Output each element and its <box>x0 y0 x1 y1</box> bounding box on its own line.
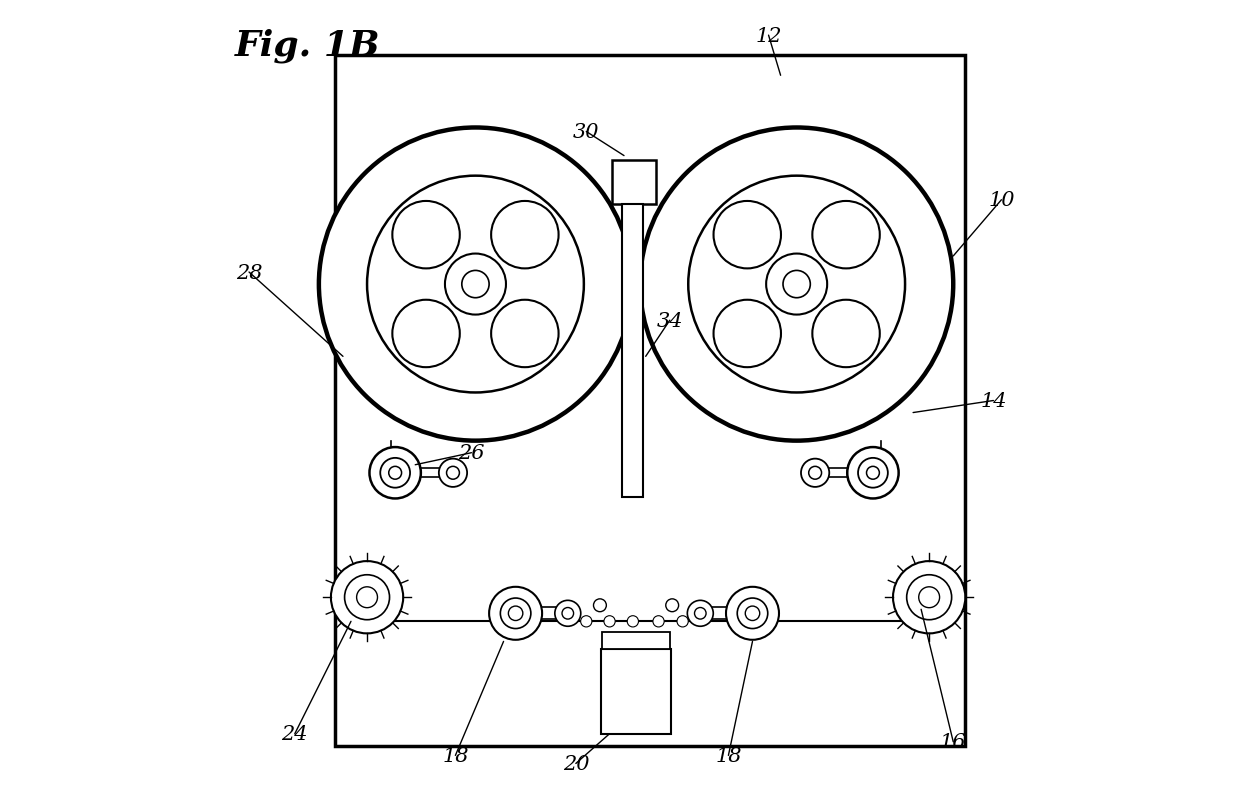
Circle shape <box>812 301 880 368</box>
Circle shape <box>858 458 888 488</box>
Bar <box>516 608 568 619</box>
Circle shape <box>893 561 965 634</box>
Circle shape <box>331 561 403 634</box>
Circle shape <box>640 128 954 441</box>
Circle shape <box>461 271 489 298</box>
Text: 30: 30 <box>573 123 599 142</box>
Circle shape <box>446 467 459 480</box>
Circle shape <box>766 254 827 315</box>
Circle shape <box>392 201 460 269</box>
Circle shape <box>370 448 420 499</box>
Circle shape <box>319 128 632 441</box>
Circle shape <box>847 448 899 499</box>
Circle shape <box>604 616 615 627</box>
Circle shape <box>580 616 591 627</box>
Circle shape <box>867 467 879 480</box>
Circle shape <box>906 575 951 620</box>
Circle shape <box>738 598 768 629</box>
Text: 26: 26 <box>459 444 485 463</box>
Circle shape <box>357 587 377 608</box>
Circle shape <box>687 601 713 626</box>
Bar <box>613 160 656 205</box>
Circle shape <box>725 587 779 640</box>
Circle shape <box>439 459 467 488</box>
Circle shape <box>627 616 639 627</box>
Circle shape <box>491 201 558 269</box>
Circle shape <box>694 608 706 619</box>
Circle shape <box>782 271 810 298</box>
Text: 18: 18 <box>715 746 742 765</box>
Bar <box>815 468 873 478</box>
Text: 28: 28 <box>236 263 263 282</box>
Circle shape <box>801 459 830 488</box>
Text: 34: 34 <box>656 311 683 330</box>
Text: 24: 24 <box>281 724 308 743</box>
Circle shape <box>388 467 402 480</box>
Text: 16: 16 <box>940 732 966 751</box>
Bar <box>701 608 753 619</box>
Circle shape <box>367 176 584 393</box>
Circle shape <box>345 575 389 620</box>
Circle shape <box>713 301 781 368</box>
Circle shape <box>666 599 678 612</box>
Circle shape <box>554 601 580 626</box>
Bar <box>396 468 453 478</box>
Circle shape <box>445 254 506 315</box>
Circle shape <box>653 616 665 627</box>
Text: 14: 14 <box>980 391 1007 411</box>
Circle shape <box>594 599 606 612</box>
Circle shape <box>562 608 574 619</box>
Text: 12: 12 <box>755 26 781 46</box>
Circle shape <box>392 301 460 368</box>
Text: 10: 10 <box>988 191 1014 210</box>
Circle shape <box>812 201 880 269</box>
Circle shape <box>713 201 781 269</box>
Circle shape <box>381 458 410 488</box>
Bar <box>603 632 670 650</box>
Circle shape <box>688 176 905 393</box>
Circle shape <box>489 587 542 640</box>
Text: Fig. 1B: Fig. 1B <box>234 28 381 63</box>
Circle shape <box>491 301 558 368</box>
Circle shape <box>508 606 523 621</box>
Circle shape <box>501 598 531 629</box>
Text: 18: 18 <box>443 746 469 765</box>
Bar <box>600 650 671 734</box>
Circle shape <box>919 587 940 608</box>
Circle shape <box>745 606 760 621</box>
Circle shape <box>677 616 688 627</box>
Circle shape <box>808 467 822 480</box>
Text: 20: 20 <box>563 754 589 773</box>
Bar <box>621 205 644 497</box>
Bar <box>335 56 965 746</box>
